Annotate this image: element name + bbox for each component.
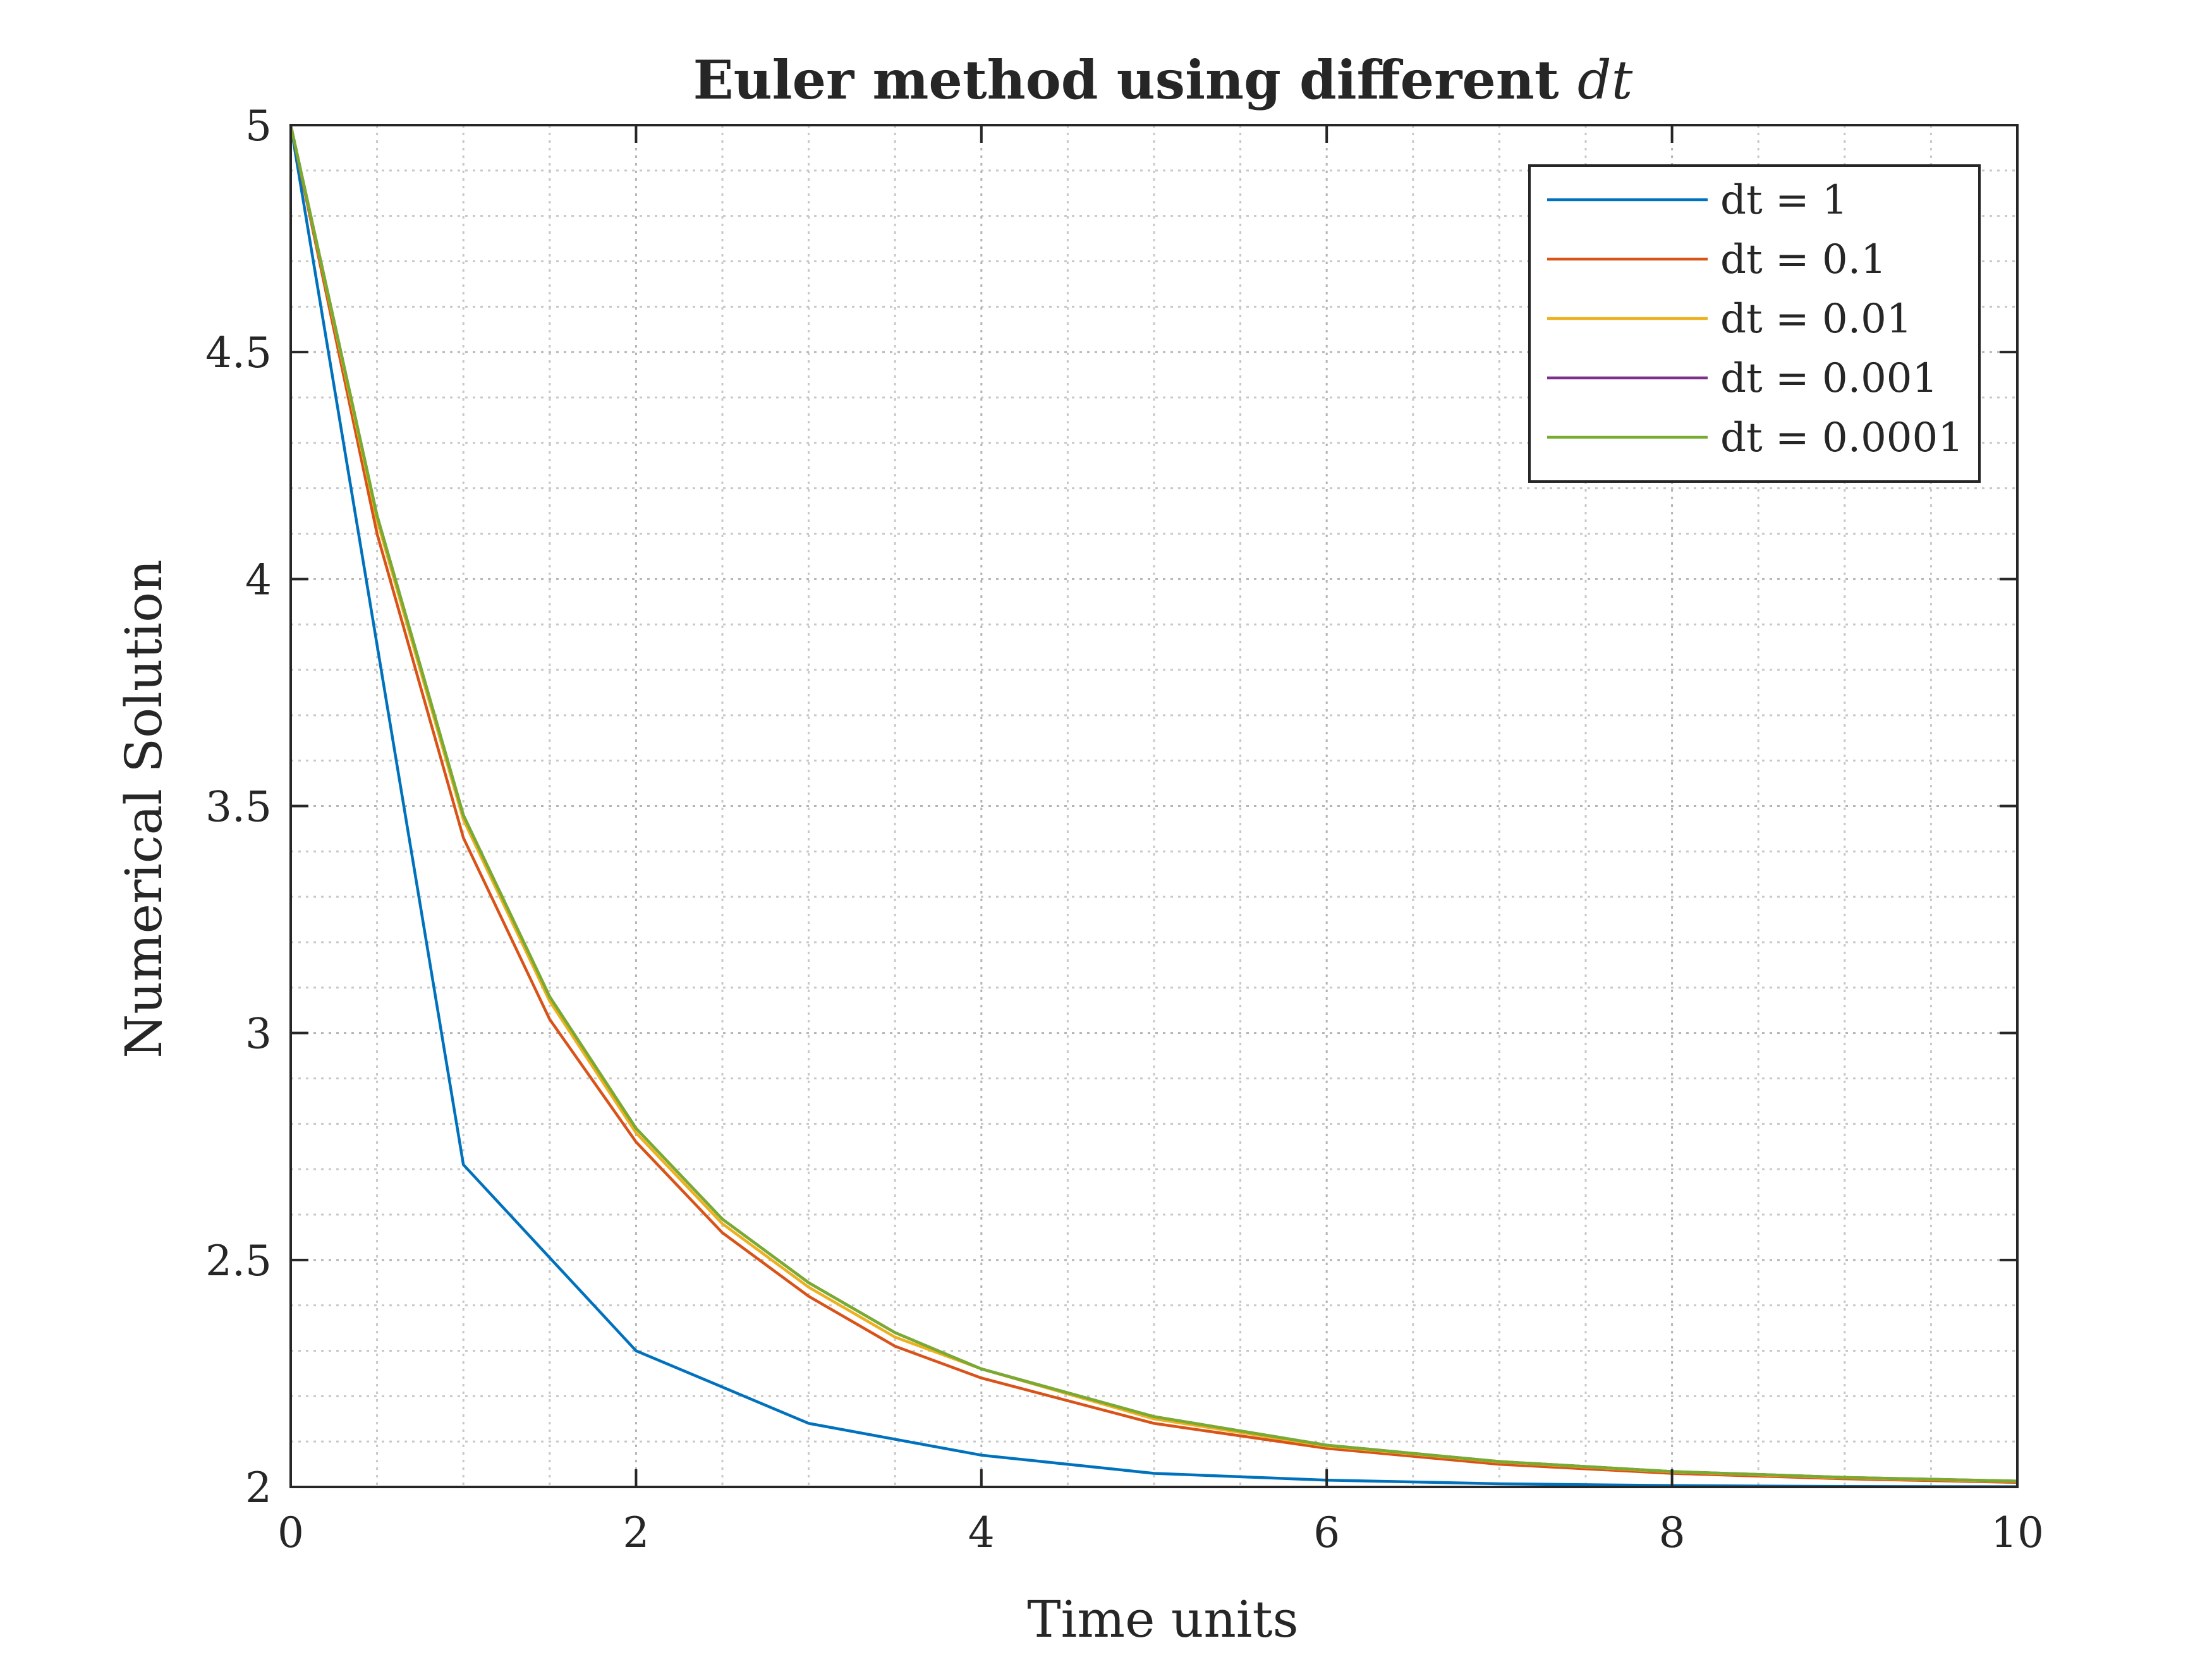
legend-label: dt = 0.01 (1720, 296, 1912, 343)
legend-label: dt = 0.0001 (1720, 415, 1964, 461)
series-line-4 (289, 124, 2018, 1483)
y-tick-label: 2 (245, 1464, 272, 1512)
legend-label: dt = 0.1 (1720, 236, 1887, 283)
legend-label: dt = 1 (1720, 177, 1848, 224)
y-tick-label: 4.5 (205, 329, 272, 377)
y-axis-label: Numerical Solution (114, 559, 173, 1058)
y-tick-label: 5 (245, 102, 272, 150)
x-tick-label: 10 (1991, 1508, 2044, 1557)
x-tick-label: 4 (968, 1508, 995, 1557)
y-tick-label: 2.5 (205, 1237, 272, 1285)
x-axis-label: Time units (1027, 1590, 1298, 1649)
y-tick-label: 3 (245, 1010, 272, 1058)
legend: dt = 1 dt = 0.1 dt = 0.01 dt = 0.001 dt = 0.… (1528, 164, 1981, 483)
x-axis: 0 2 4 6 8 10 (277, 125, 2044, 1557)
x-tick-label: 0 (277, 1508, 304, 1557)
chart-title: Euler method using different dt (693, 49, 1633, 111)
y-tick-label: 4 (245, 555, 272, 604)
series-line-1 (289, 124, 2018, 1484)
legend-label: dt = 0.001 (1720, 355, 1938, 402)
y-axis: 2 2.5 3 3.5 4 4.5 5 (205, 102, 2017, 1512)
x-tick-label: 6 (1313, 1508, 1340, 1557)
x-tick-label: 8 (1659, 1508, 1686, 1557)
legend-box (1528, 164, 1981, 483)
x-tick-label: 2 (623, 1508, 649, 1557)
y-tick-label: 3.5 (205, 783, 272, 832)
